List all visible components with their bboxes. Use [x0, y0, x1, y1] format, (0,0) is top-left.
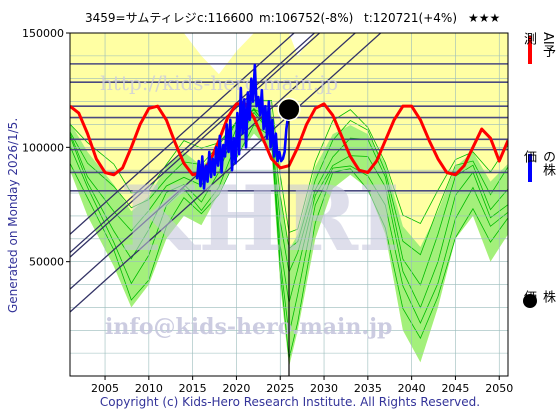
trend-line	[70, 33, 296, 235]
x-tick-label: 2050	[485, 382, 513, 395]
legend-latest-dot	[523, 294, 537, 308]
header-target: t:120721(+4%)	[364, 11, 457, 25]
watermark-email: info@kids-hero.main.jp	[105, 314, 392, 340]
x-tick-label: 2025	[266, 382, 294, 395]
legend-history: 過去の株価	[519, 150, 560, 182]
legend-history-label: 過去の株価	[521, 150, 560, 176]
x-tick-label: 2035	[354, 382, 382, 395]
x-tick-label: 2045	[441, 382, 469, 395]
legend-latest: 最新の株価	[519, 290, 560, 308]
band-fill-inner	[70, 98, 508, 367]
header-stars: ★★★	[468, 11, 500, 25]
legend-history-swatch	[528, 154, 532, 182]
x-tick-label: 2030	[310, 382, 338, 395]
x-tick-label: 2005	[91, 382, 119, 395]
latest-point-marker	[279, 99, 299, 120]
generated-date-label: Generated on Monday 2026/1/5.	[6, 117, 20, 313]
x-tick-label: 2040	[398, 382, 426, 395]
y-tick-label: 50000	[29, 256, 64, 269]
legend-ai: AI予測	[519, 32, 555, 64]
legend-ai-swatch	[528, 36, 532, 64]
trend-line	[70, 33, 316, 254]
legend-ai-label: AI予測	[521, 32, 555, 58]
plot-frame	[69, 32, 509, 377]
series-line-history	[195, 63, 290, 190]
copyright-text: Copyright (c) Kids-Hero Research Institu…	[100, 395, 480, 409]
x-tick-label: 2015	[179, 382, 207, 395]
header-current: c:116600	[197, 11, 253, 25]
trend-line	[70, 33, 321, 258]
y-tick-label: 150000	[22, 27, 64, 40]
watermark-big: KHRI	[120, 166, 400, 272]
watermark-url: http://kids-hero.main.jp	[100, 71, 338, 95]
latest-point-ring	[277, 97, 301, 121]
y-tick-label: 100000	[22, 141, 64, 154]
trend-line	[70, 33, 357, 290]
x-tick-label: 2010	[135, 382, 163, 395]
header-ticker: 3459=サムティレジ	[85, 11, 197, 25]
legend-latest-label: 最新の株価	[521, 290, 560, 303]
header-median: m:106752(-8%)	[259, 11, 353, 25]
plot-area: http://kids-hero.main.jp KHRI info@kids-he…	[70, 33, 508, 376]
x-tick-label: 2020	[222, 382, 250, 395]
